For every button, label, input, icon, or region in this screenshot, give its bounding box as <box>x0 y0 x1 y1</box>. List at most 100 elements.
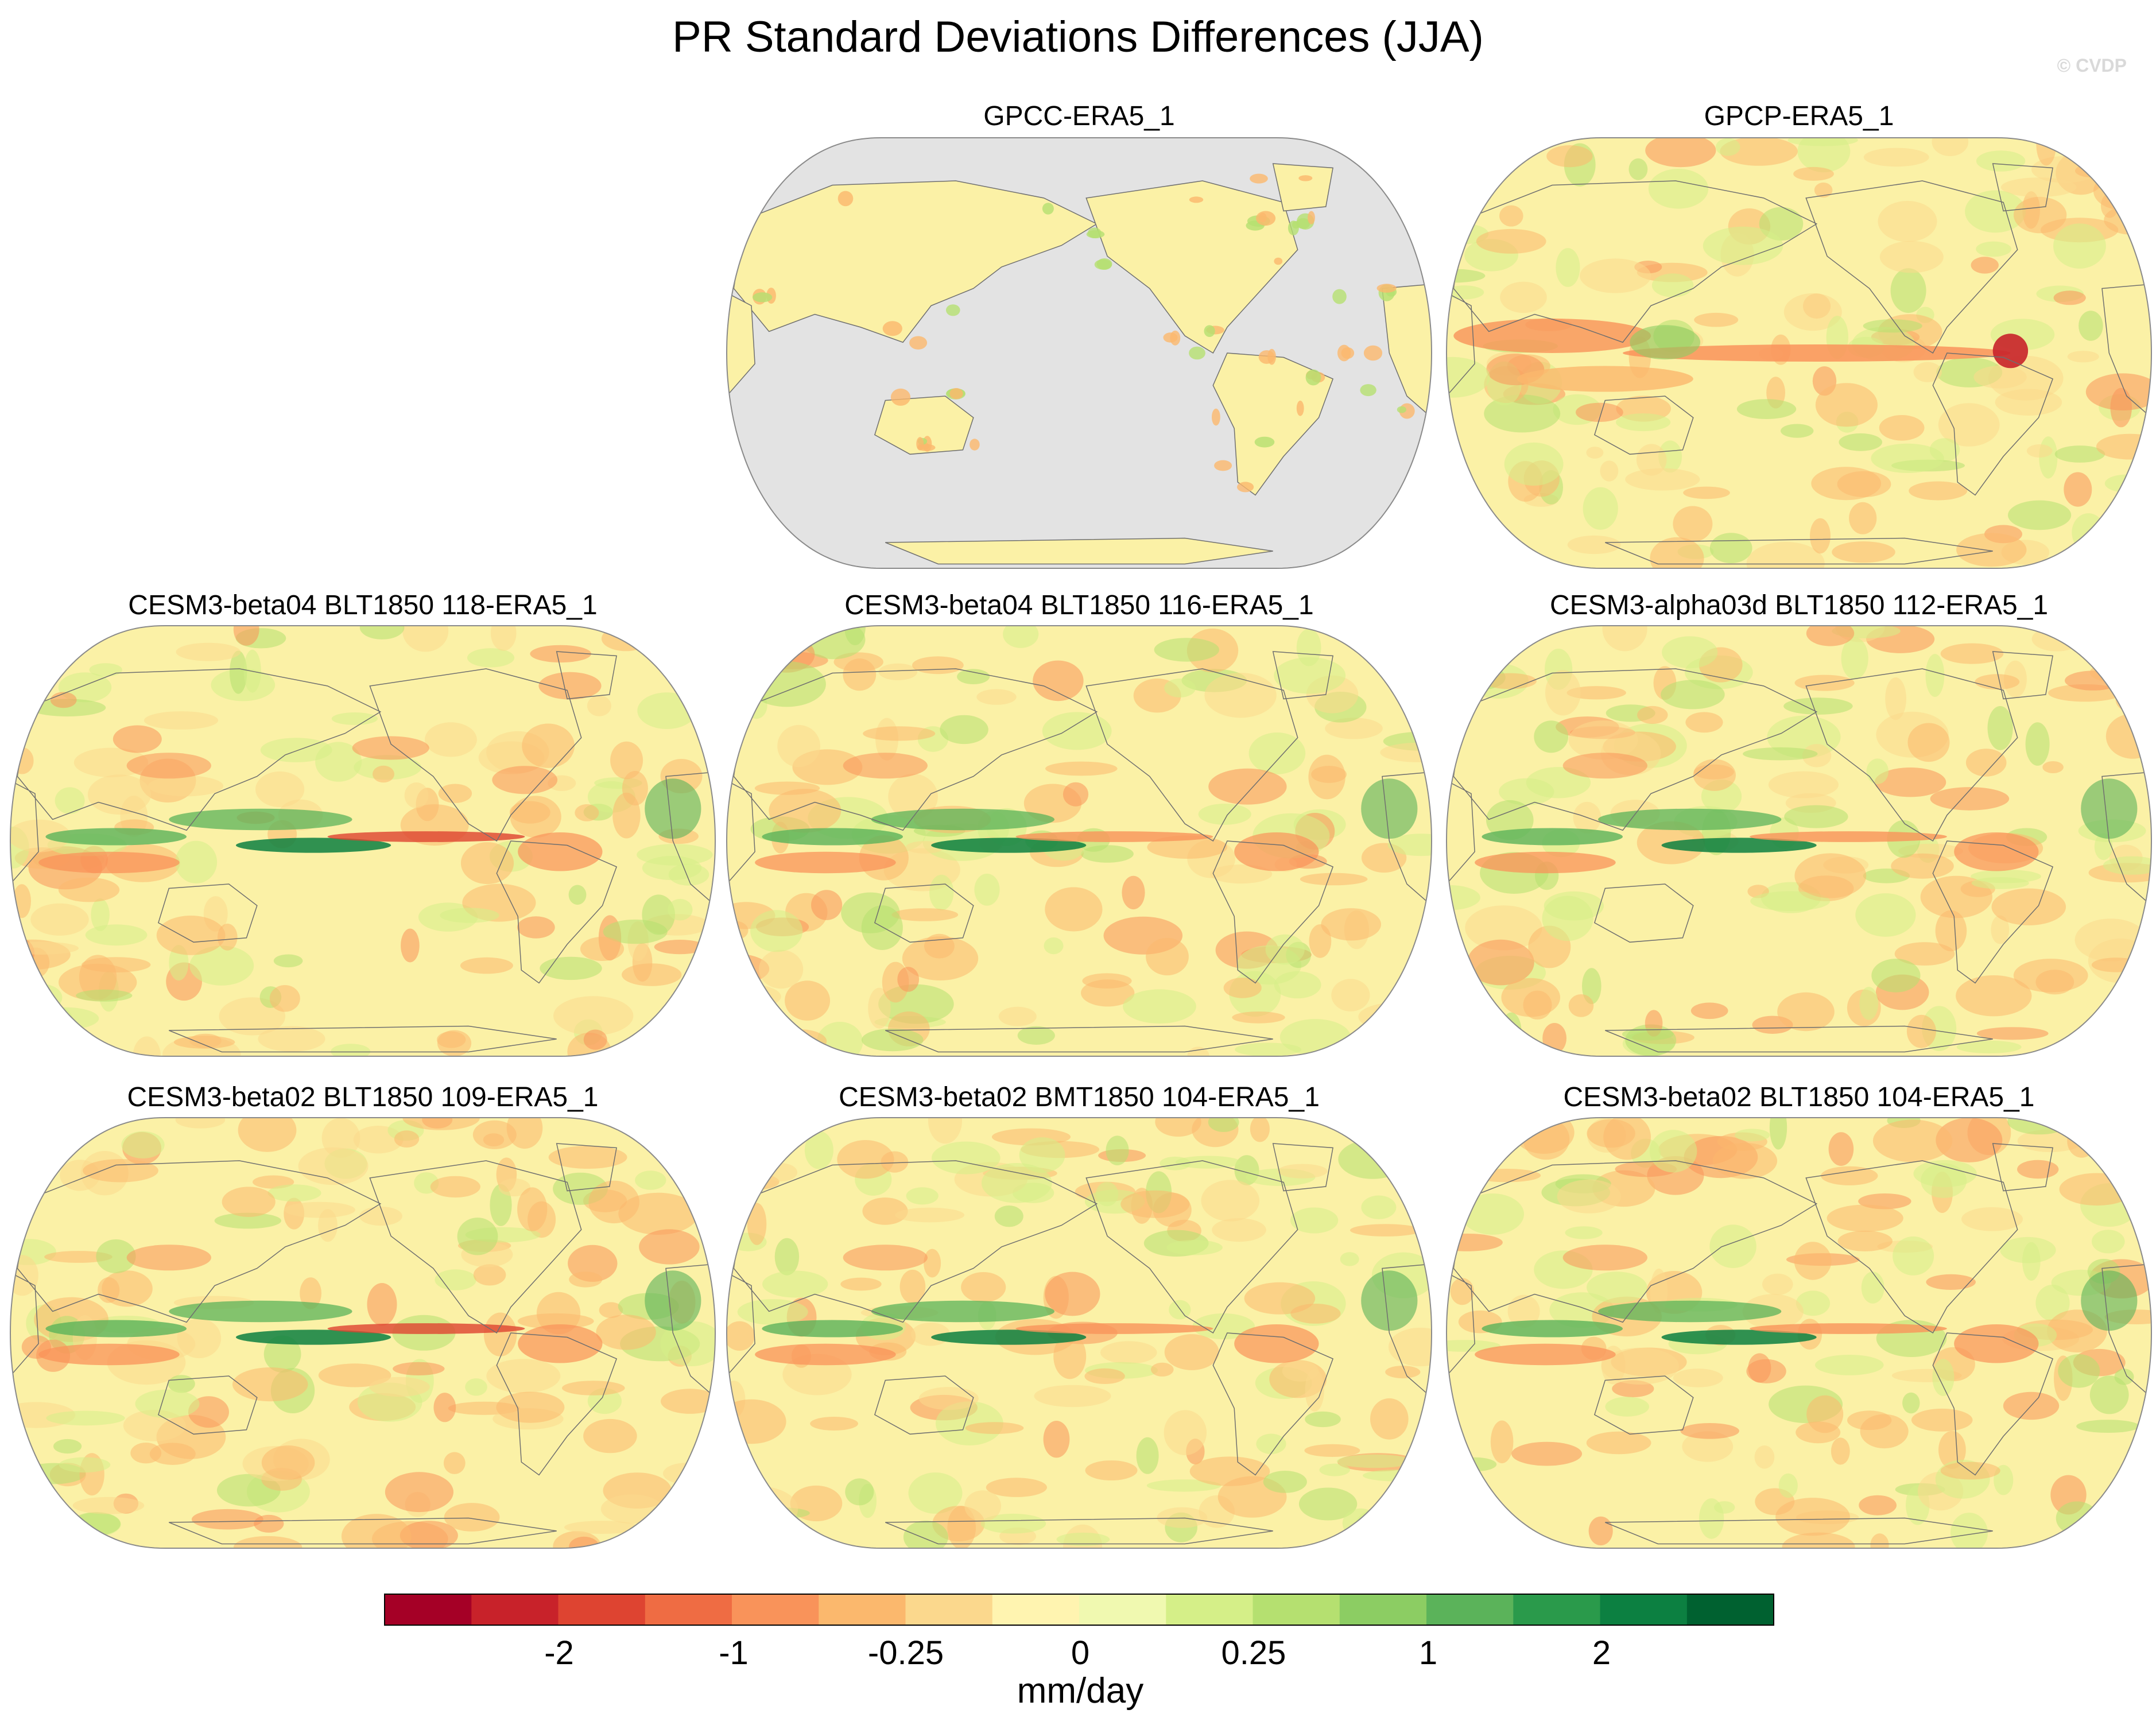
anomaly-patch <box>1404 657 1432 691</box>
anomaly-patch <box>83 1159 158 1183</box>
anomaly-patch <box>298 1147 369 1185</box>
anomaly-patch <box>1971 877 2029 889</box>
anomaly-patch <box>946 304 960 316</box>
anomaly-patch <box>135 1389 200 1418</box>
anomaly-patch <box>435 1269 476 1290</box>
anomaly-patch <box>2074 918 2147 962</box>
anomaly-patch <box>747 1507 810 1519</box>
anomaly-patch <box>2093 626 2147 641</box>
anomaly-patch <box>562 1381 625 1395</box>
anomaly-patch <box>1277 1164 1328 1179</box>
anomaly-patch <box>1932 1359 1955 1396</box>
anomaly-patch <box>1319 1463 1350 1476</box>
land-area <box>1085 180 1298 354</box>
anomaly-patch <box>980 1513 1046 1534</box>
anomaly-patch <box>50 692 77 708</box>
anomaly-patch <box>899 1269 926 1304</box>
anomaly-patch <box>1507 1294 1540 1328</box>
anomaly-patch <box>490 626 517 651</box>
anomaly-patch <box>747 661 826 707</box>
anomaly-patch <box>1363 1470 1432 1482</box>
anomaly-patch <box>986 1478 1047 1497</box>
anomaly-patch <box>1296 629 1321 666</box>
anomaly-patch <box>1045 761 1118 776</box>
anomaly-patch <box>588 1180 639 1224</box>
anomaly-patch <box>1794 853 1867 898</box>
anomaly-band <box>126 1245 211 1271</box>
anomaly-patch <box>683 981 715 1021</box>
anomaly-patch <box>1499 205 1523 227</box>
colorbar-tick-label: 0.25 <box>1222 1634 1286 1672</box>
anomaly-patch <box>465 1378 487 1396</box>
coastline <box>1605 1025 1993 1053</box>
anomaly-patch <box>1637 705 1668 724</box>
anomaly-patch <box>1775 1498 1850 1536</box>
anomaly-patch <box>639 1229 700 1265</box>
coastline <box>1212 1332 1334 1476</box>
map-panels <box>9 137 2153 1549</box>
anomaly-patch <box>1940 643 2004 664</box>
anomaly-patch <box>1447 524 1492 549</box>
anomaly-patch <box>2079 626 2138 633</box>
anomaly-patch <box>258 1026 325 1052</box>
watermark: © CVDP <box>2057 55 2127 76</box>
colorbar-tick-label: 2 <box>1592 1634 1611 1672</box>
anomaly-patch <box>425 722 477 757</box>
anomaly-patch <box>660 1321 715 1367</box>
anomaly-patch <box>385 1472 454 1513</box>
anomaly-patch <box>1201 1180 1260 1222</box>
anomaly-patch <box>189 945 254 986</box>
anomaly-patch <box>1084 1368 1125 1384</box>
anomaly-patch <box>1500 281 1547 313</box>
map-outline <box>1445 1117 2153 1549</box>
anomaly-patch <box>1321 908 1381 941</box>
colorbar-units: mm/day <box>1017 1671 1143 1711</box>
anomaly-patch <box>1926 1274 1976 1290</box>
anomaly-patch <box>1743 747 1818 761</box>
anomaly-patch <box>1063 1524 1103 1548</box>
anomaly-patch <box>1568 994 1594 1017</box>
anomaly-patch <box>1208 1118 1239 1133</box>
coastline <box>1453 668 1818 831</box>
anomaly-band <box>1482 828 1623 846</box>
anomaly-patch <box>400 1521 458 1548</box>
anomaly-patch <box>1907 723 1950 762</box>
anomaly-patch <box>2076 1420 2140 1433</box>
anomaly-band <box>38 851 180 874</box>
anomaly-patch <box>666 1016 715 1032</box>
anomaly-patch <box>1447 285 1484 300</box>
anomaly-patch <box>1600 460 1619 482</box>
anomaly-patch <box>1976 1027 2049 1040</box>
anomaly-patch <box>79 955 117 1000</box>
anomaly-patch <box>1568 720 1638 760</box>
anomaly-patch <box>1095 1182 1119 1207</box>
anomaly-patch <box>352 736 429 760</box>
anomaly-patch <box>267 1184 321 1202</box>
anomaly-patch <box>1232 1011 1285 1024</box>
anomaly-band <box>1992 334 2029 369</box>
anomaly-patch <box>924 933 955 959</box>
anomaly-patch <box>1588 1516 1613 1546</box>
panel-title-alpha03d-112: CESM3-alpha03d BLT1850 112-ERA5_1 <box>1550 590 2048 621</box>
anomaly-patch <box>1397 406 1406 413</box>
anomaly-patch <box>1385 1366 1421 1379</box>
anomaly-patch <box>727 1174 749 1209</box>
anomaly-patch <box>2079 311 2103 341</box>
anomaly-patch <box>1565 1226 1603 1239</box>
anomaly-patch <box>255 771 305 808</box>
anomaly-patch <box>1189 196 1204 203</box>
anomaly-patch <box>675 1476 715 1510</box>
anomaly-patch <box>1794 1242 1832 1280</box>
anomaly-patch <box>1376 284 1397 293</box>
anomaly-patch <box>1157 1507 1208 1528</box>
anomaly-patch <box>517 916 555 939</box>
anomaly-patch <box>753 292 773 303</box>
anomaly-patch <box>1839 433 1882 451</box>
anomaly-patch <box>642 856 702 881</box>
anomaly-patch <box>1716 138 1740 156</box>
anomaly-patch <box>2042 761 2064 773</box>
anomaly-patch <box>998 1006 1037 1026</box>
anomaly-patch <box>906 1187 939 1205</box>
anomaly-patch <box>2026 444 2053 458</box>
anomaly-patch <box>727 630 757 662</box>
